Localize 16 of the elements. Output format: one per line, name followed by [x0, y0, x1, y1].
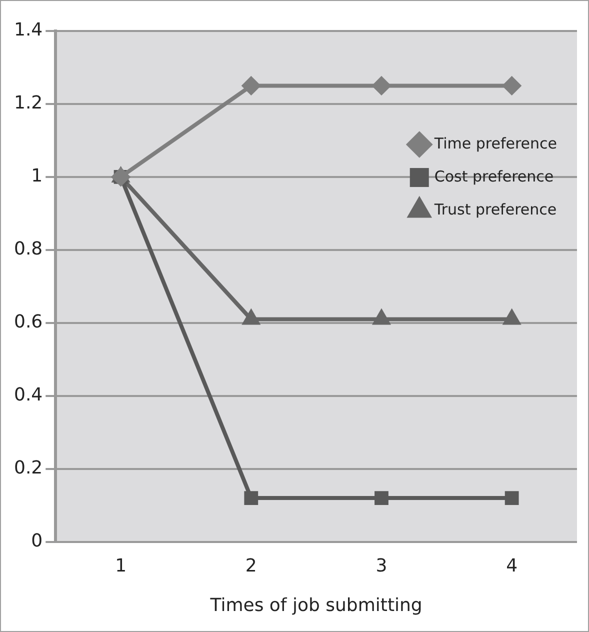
x-tick-label: 4	[506, 555, 518, 576]
x-tick-label: 1	[115, 555, 127, 576]
x-tick-label: 2	[245, 555, 257, 576]
y-tick-label: 0.6	[14, 312, 43, 333]
x-tick-label: 3	[376, 555, 388, 576]
legend-label: Cost preference	[434, 167, 554, 186]
y-tick-label: 0.2	[14, 458, 43, 478]
y-tick-label: 0	[31, 530, 43, 552]
x-axis-title: Times of job submitting	[209, 594, 422, 616]
legend-label: Time preference	[433, 134, 558, 152]
y-tick-label: 1.2	[14, 92, 43, 114]
y-tick-label: 1	[31, 166, 43, 187]
y-tick-label: 0.8	[14, 238, 43, 260]
y-tick-label: 1.4	[14, 20, 43, 41]
legend-label: Trust preference	[433, 200, 557, 218]
y-tick-label: 0.4	[14, 384, 43, 406]
